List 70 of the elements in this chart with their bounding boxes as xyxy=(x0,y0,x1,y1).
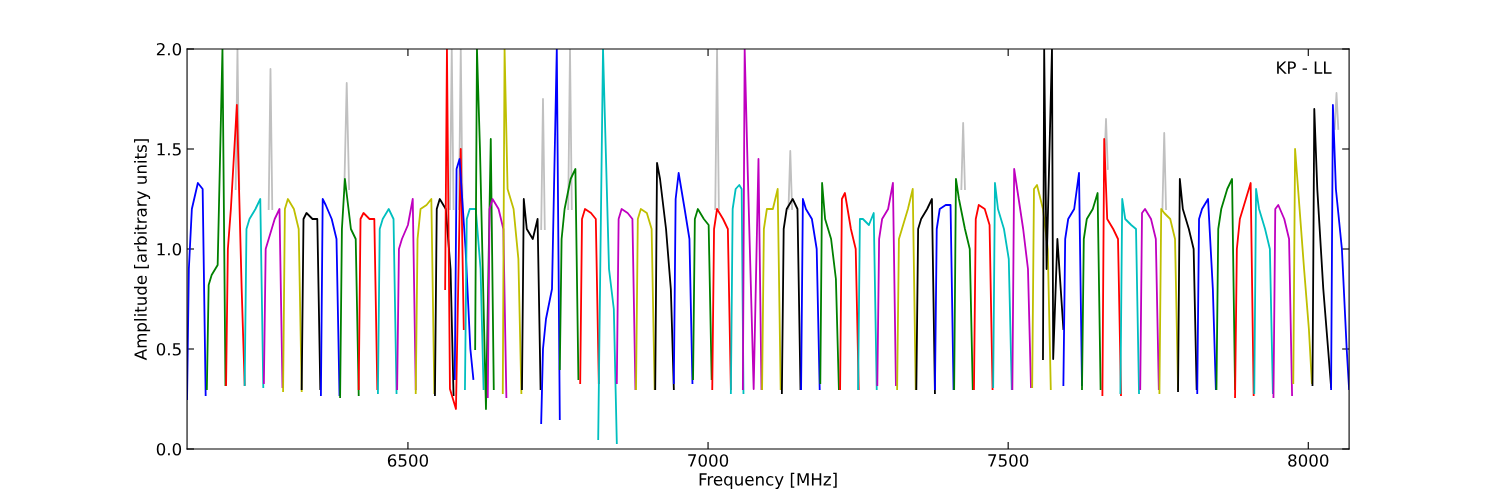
line-series xyxy=(1272,204,1293,398)
x-tick-label: 6500 xyxy=(387,454,429,467)
x-tick-label: 8000 xyxy=(1288,454,1329,467)
line-series xyxy=(1292,148,1313,384)
x-tick-label: 7500 xyxy=(988,454,1029,467)
line-series xyxy=(934,204,955,390)
line-series xyxy=(205,49,227,390)
y-tick-label: 1.5 xyxy=(157,143,181,156)
line-series xyxy=(521,198,542,390)
line-series xyxy=(597,49,618,444)
line-series xyxy=(635,208,656,390)
line-series xyxy=(615,208,637,390)
line-series xyxy=(1139,208,1160,390)
line-series xyxy=(692,208,713,380)
line-series xyxy=(453,158,475,380)
line-series xyxy=(1031,184,1052,390)
line-series xyxy=(1196,198,1217,394)
line-series xyxy=(1253,188,1274,394)
line-series xyxy=(558,168,580,380)
line-series xyxy=(377,208,398,394)
line-series xyxy=(800,198,821,390)
line-series xyxy=(579,208,600,384)
line-series xyxy=(1215,178,1236,390)
line-series xyxy=(761,188,782,390)
line-series xyxy=(474,49,495,410)
line-series xyxy=(711,208,732,390)
line-series xyxy=(414,198,436,394)
line-series xyxy=(282,198,303,392)
line-series xyxy=(857,212,878,390)
y-axis-title: Amplitude [arbitrary units] xyxy=(134,139,151,361)
line-series xyxy=(540,49,561,424)
line-series xyxy=(464,208,485,390)
line-series xyxy=(973,204,994,390)
line-series xyxy=(1062,172,1083,386)
line-series xyxy=(992,182,1013,390)
line-series xyxy=(486,198,508,398)
line-series xyxy=(319,198,341,396)
line-series xyxy=(1158,208,1179,394)
line-series xyxy=(396,198,417,390)
y-tick-label: 2.0 xyxy=(156,42,182,56)
line-series xyxy=(1119,198,1140,394)
line-series xyxy=(741,49,763,390)
line-series xyxy=(915,198,936,394)
line-series xyxy=(1011,168,1032,390)
line-series xyxy=(1081,192,1102,390)
y-tick-label: 0.5 xyxy=(156,342,181,356)
line-series xyxy=(1177,178,1198,392)
line-series xyxy=(1234,182,1255,398)
line-series xyxy=(243,198,265,388)
line-series xyxy=(434,198,455,396)
x-tick-label: 7000 xyxy=(688,454,729,467)
line-series xyxy=(1330,104,1350,390)
line-series xyxy=(1311,108,1332,388)
annotation: KP - LL xyxy=(1277,61,1332,74)
line-series xyxy=(780,198,802,394)
x-axis-title: Frequency [MHz] xyxy=(699,472,837,489)
line-series xyxy=(225,104,246,386)
y-tick-label: 1.0 xyxy=(157,242,182,256)
line-series xyxy=(896,188,917,390)
line-series xyxy=(819,182,840,390)
line-series xyxy=(876,182,897,386)
line-series xyxy=(339,178,360,398)
line-series xyxy=(501,49,523,394)
line-series xyxy=(1101,138,1122,396)
line-series xyxy=(839,192,860,390)
line-series xyxy=(953,178,974,390)
y-tick-label: 0.0 xyxy=(156,442,182,456)
line-series xyxy=(654,162,675,390)
line-series xyxy=(444,49,465,410)
line-series xyxy=(672,172,694,384)
